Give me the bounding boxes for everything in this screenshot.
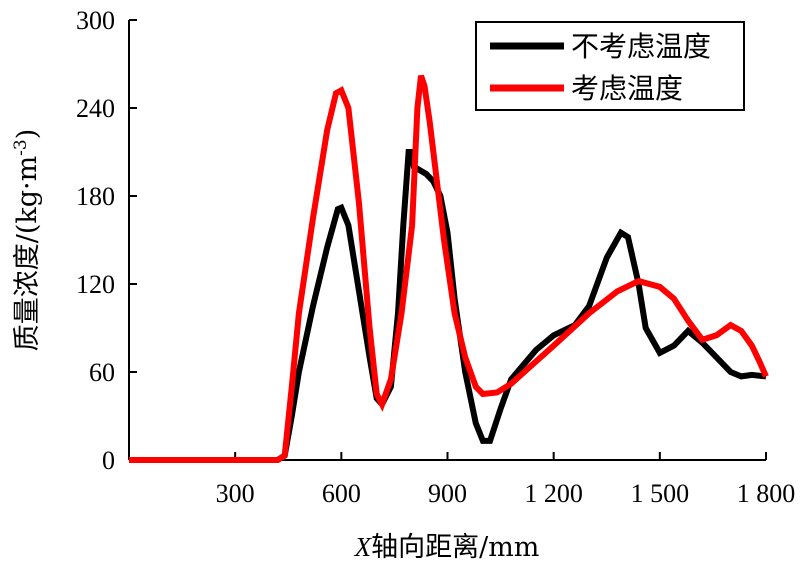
y-tick-label: 240 — [76, 94, 115, 123]
x-tick-label: 300 — [216, 479, 255, 508]
x-tick-label: 1 500 — [631, 479, 690, 508]
x-axis-ticks: 300 600 900 1 200 1 500 1 800 — [216, 452, 796, 508]
y-axis-title-close: ) — [12, 129, 43, 140]
y-tick-label: 120 — [76, 270, 115, 299]
legend-label-series-1: 考虑温度 — [571, 72, 683, 105]
series-line-1 — [129, 74, 769, 463]
y-axis-title: 质量浓度/(kg·m-3) — [11, 129, 43, 352]
legend-box — [475, 21, 745, 111]
legend-label-series-0: 不考虑温度 — [571, 30, 711, 63]
y-tick-label: 300 — [76, 6, 115, 35]
x-axis-title: X轴向距离/mm — [354, 532, 540, 563]
x-tick-label: 900 — [428, 479, 467, 508]
y-axis-ticks: 0 60 120 180 240 300 — [76, 6, 137, 475]
y-axis-title-exp: -3 — [11, 139, 31, 156]
x-axis-title-x: X — [354, 532, 373, 562]
x-tick-label: 1 200 — [524, 479, 583, 508]
x-tick-label: 600 — [322, 479, 361, 508]
x-tick-label: 1 800 — [737, 479, 796, 508]
series-lines — [129, 74, 769, 463]
y-tick-label: 180 — [76, 182, 115, 211]
y-tick-label: 0 — [102, 446, 115, 475]
series-line-0 — [129, 149, 767, 463]
plot-area: 0 60 120 180 240 300 300 600 900 1 200 1 500 1 800 — [76, 6, 795, 508]
y-axis-title-main: 质量浓度/(kg·m — [12, 156, 43, 351]
x-axis-title-rest: 轴向距离/mm — [371, 532, 539, 563]
y-tick-label: 60 — [89, 358, 115, 387]
legend: 不考虑温度 考虑温度 — [475, 21, 745, 111]
